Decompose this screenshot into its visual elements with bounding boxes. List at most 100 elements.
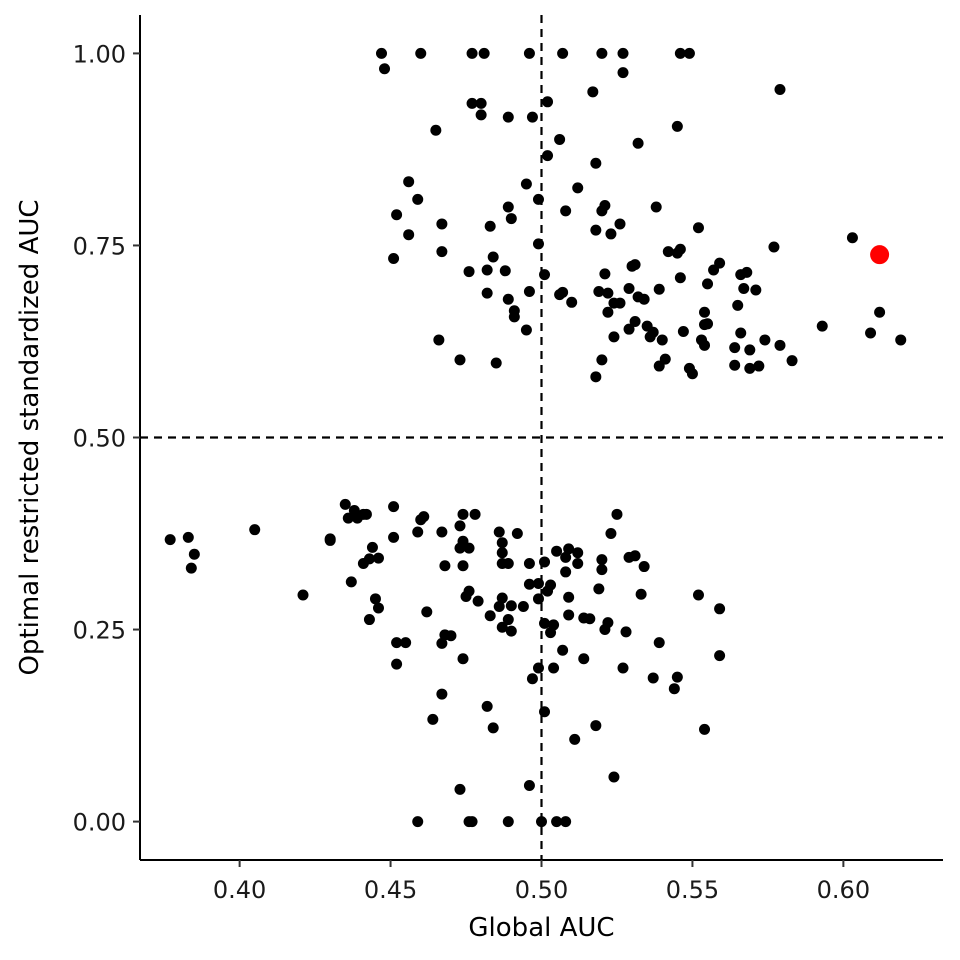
data-point [415,514,427,526]
data-point [481,700,493,712]
y-tick-label: 1.00 [73,40,126,68]
data-point [683,47,695,59]
data-point [699,723,711,735]
data-point [668,683,680,695]
data-point [391,658,403,670]
data-point [674,272,686,284]
data-point [874,306,886,318]
data-point [430,124,442,136]
data-point [324,534,336,546]
data-point [469,508,481,520]
data-point [590,720,602,732]
data-point [714,650,726,662]
data-point [403,176,415,188]
data-point [744,362,756,374]
data-point [729,342,741,354]
data-point [490,357,502,369]
data-point [345,576,357,588]
data-point [433,334,445,346]
data-point [484,610,496,622]
data-point [502,816,514,828]
data-point [351,512,363,524]
y-tick-label: 0.25 [73,617,126,645]
data-point [466,97,478,109]
data-point [895,334,907,346]
data-point [403,229,415,241]
data-point [563,543,575,555]
data-point [478,47,490,59]
data-point [496,547,508,559]
data-point [563,609,575,621]
data-point [542,585,554,597]
data-point [502,614,514,626]
data-point [590,371,602,383]
data-point [436,526,448,538]
data-point [699,306,711,318]
data-point [572,182,584,194]
data-point [846,232,858,244]
data-point [520,178,532,190]
data-point [768,241,780,253]
data-point [653,637,665,649]
data-point [379,63,391,75]
data-point [388,501,400,513]
data-point [505,600,517,612]
data-point [466,47,478,59]
data-point [638,293,650,305]
data-point [608,331,620,343]
data-point [692,222,704,234]
data-point [816,320,828,332]
data-point [551,816,563,828]
data-point [436,688,448,700]
data-point [372,552,384,564]
data-point [554,289,566,301]
data-point [493,601,505,612]
data-point [472,595,484,607]
data-point [439,560,451,572]
data-point [741,266,753,278]
data-point [638,561,650,573]
data-point [554,133,566,145]
data-point [185,562,197,574]
data-point [714,603,726,615]
data-point [623,282,635,294]
data-point [774,339,786,351]
data-point [671,120,683,132]
highlight-layer [870,245,890,265]
x-tick-label: 0.60 [817,876,870,904]
data-point [732,299,744,311]
y-tick-label: 0.00 [73,809,126,837]
data-point [523,779,535,791]
data-point [463,542,475,554]
data-point [656,334,668,346]
data-point [686,368,698,380]
data-point [505,625,517,637]
data-point [617,67,629,79]
data-point [605,228,617,240]
data-point [372,602,384,614]
data-point [481,264,493,276]
data-point [457,560,469,572]
data-point [487,722,499,734]
data-point [653,283,665,295]
data-point [563,591,575,603]
data-point [539,556,551,568]
data-point [463,266,475,278]
x-tick-label: 0.50 [515,876,568,904]
axes: 0.40 0.45 0.50 0.55 0.60 0.00 0.25 0.50 0.75 1.0… [73,15,943,904]
data-point [605,528,617,540]
data-point [629,316,641,328]
data-point [460,591,472,603]
data-point [674,47,686,59]
x-axis-title: Global AUC [468,913,614,943]
data-point [496,537,508,549]
data-point [366,541,378,553]
data-point [593,286,605,298]
data-point [629,550,641,562]
data-point [753,360,765,372]
data-point [662,246,674,258]
data-point [454,783,466,795]
data-point [542,150,554,162]
